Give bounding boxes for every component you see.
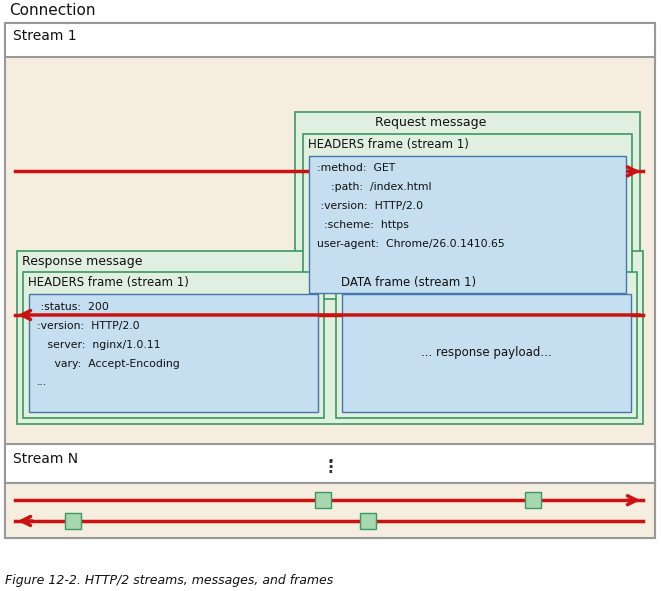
Text: Stream 1: Stream 1	[13, 29, 77, 43]
Text: Request message: Request message	[375, 116, 486, 129]
Bar	[17, 251, 643, 424]
Bar	[309, 155, 626, 293]
Text: Stream N: Stream N	[13, 452, 78, 466]
Text: Connection: Connection	[9, 3, 95, 18]
Text: DATA frame (stream 1): DATA frame (stream 1)	[341, 277, 476, 290]
Bar	[295, 112, 640, 305]
Text: :: :	[327, 456, 333, 471]
Bar	[29, 294, 318, 412]
Text: :status:  200: :status: 200	[37, 302, 109, 312]
Text: .: .	[327, 461, 332, 476]
Bar	[23, 272, 324, 418]
Bar	[315, 492, 331, 508]
Bar	[342, 294, 631, 412]
Text: server:  nginx/1.0.11: server: nginx/1.0.11	[37, 340, 161, 350]
Text: :version:  HTTP/2.0: :version: HTTP/2.0	[317, 201, 423, 211]
Bar	[360, 513, 376, 529]
Text: HEADERS frame (stream 1): HEADERS frame (stream 1)	[28, 277, 189, 290]
Text: Response message: Response message	[22, 255, 143, 268]
Text: ...: ...	[37, 378, 47, 387]
Text: :scheme:  https: :scheme: https	[317, 220, 409, 230]
Text: :version:  HTTP/2.0: :version: HTTP/2.0	[37, 321, 139, 331]
Bar	[336, 272, 637, 418]
Bar	[5, 483, 655, 538]
Bar	[5, 23, 655, 57]
Text: .: .	[327, 451, 332, 466]
Bar	[525, 492, 541, 508]
Text: vary:  Accept-Encoding: vary: Accept-Encoding	[37, 359, 180, 369]
Text: HEADERS frame (stream 1): HEADERS frame (stream 1)	[308, 138, 469, 151]
Text: :method:  GET: :method: GET	[317, 164, 395, 173]
Text: user-agent:  Chrome/26.0.1410.65: user-agent: Chrome/26.0.1410.65	[317, 239, 505, 249]
Text: :path:  /index.html: :path: /index.html	[317, 182, 432, 192]
Bar	[65, 513, 81, 529]
Bar	[5, 444, 655, 483]
Bar	[5, 23, 655, 538]
Bar	[303, 134, 632, 299]
Text: ... response payload...: ... response payload...	[420, 346, 551, 359]
Text: Figure 12-2. HTTP/2 streams, messages, and frames: Figure 12-2. HTTP/2 streams, messages, a…	[5, 574, 333, 587]
